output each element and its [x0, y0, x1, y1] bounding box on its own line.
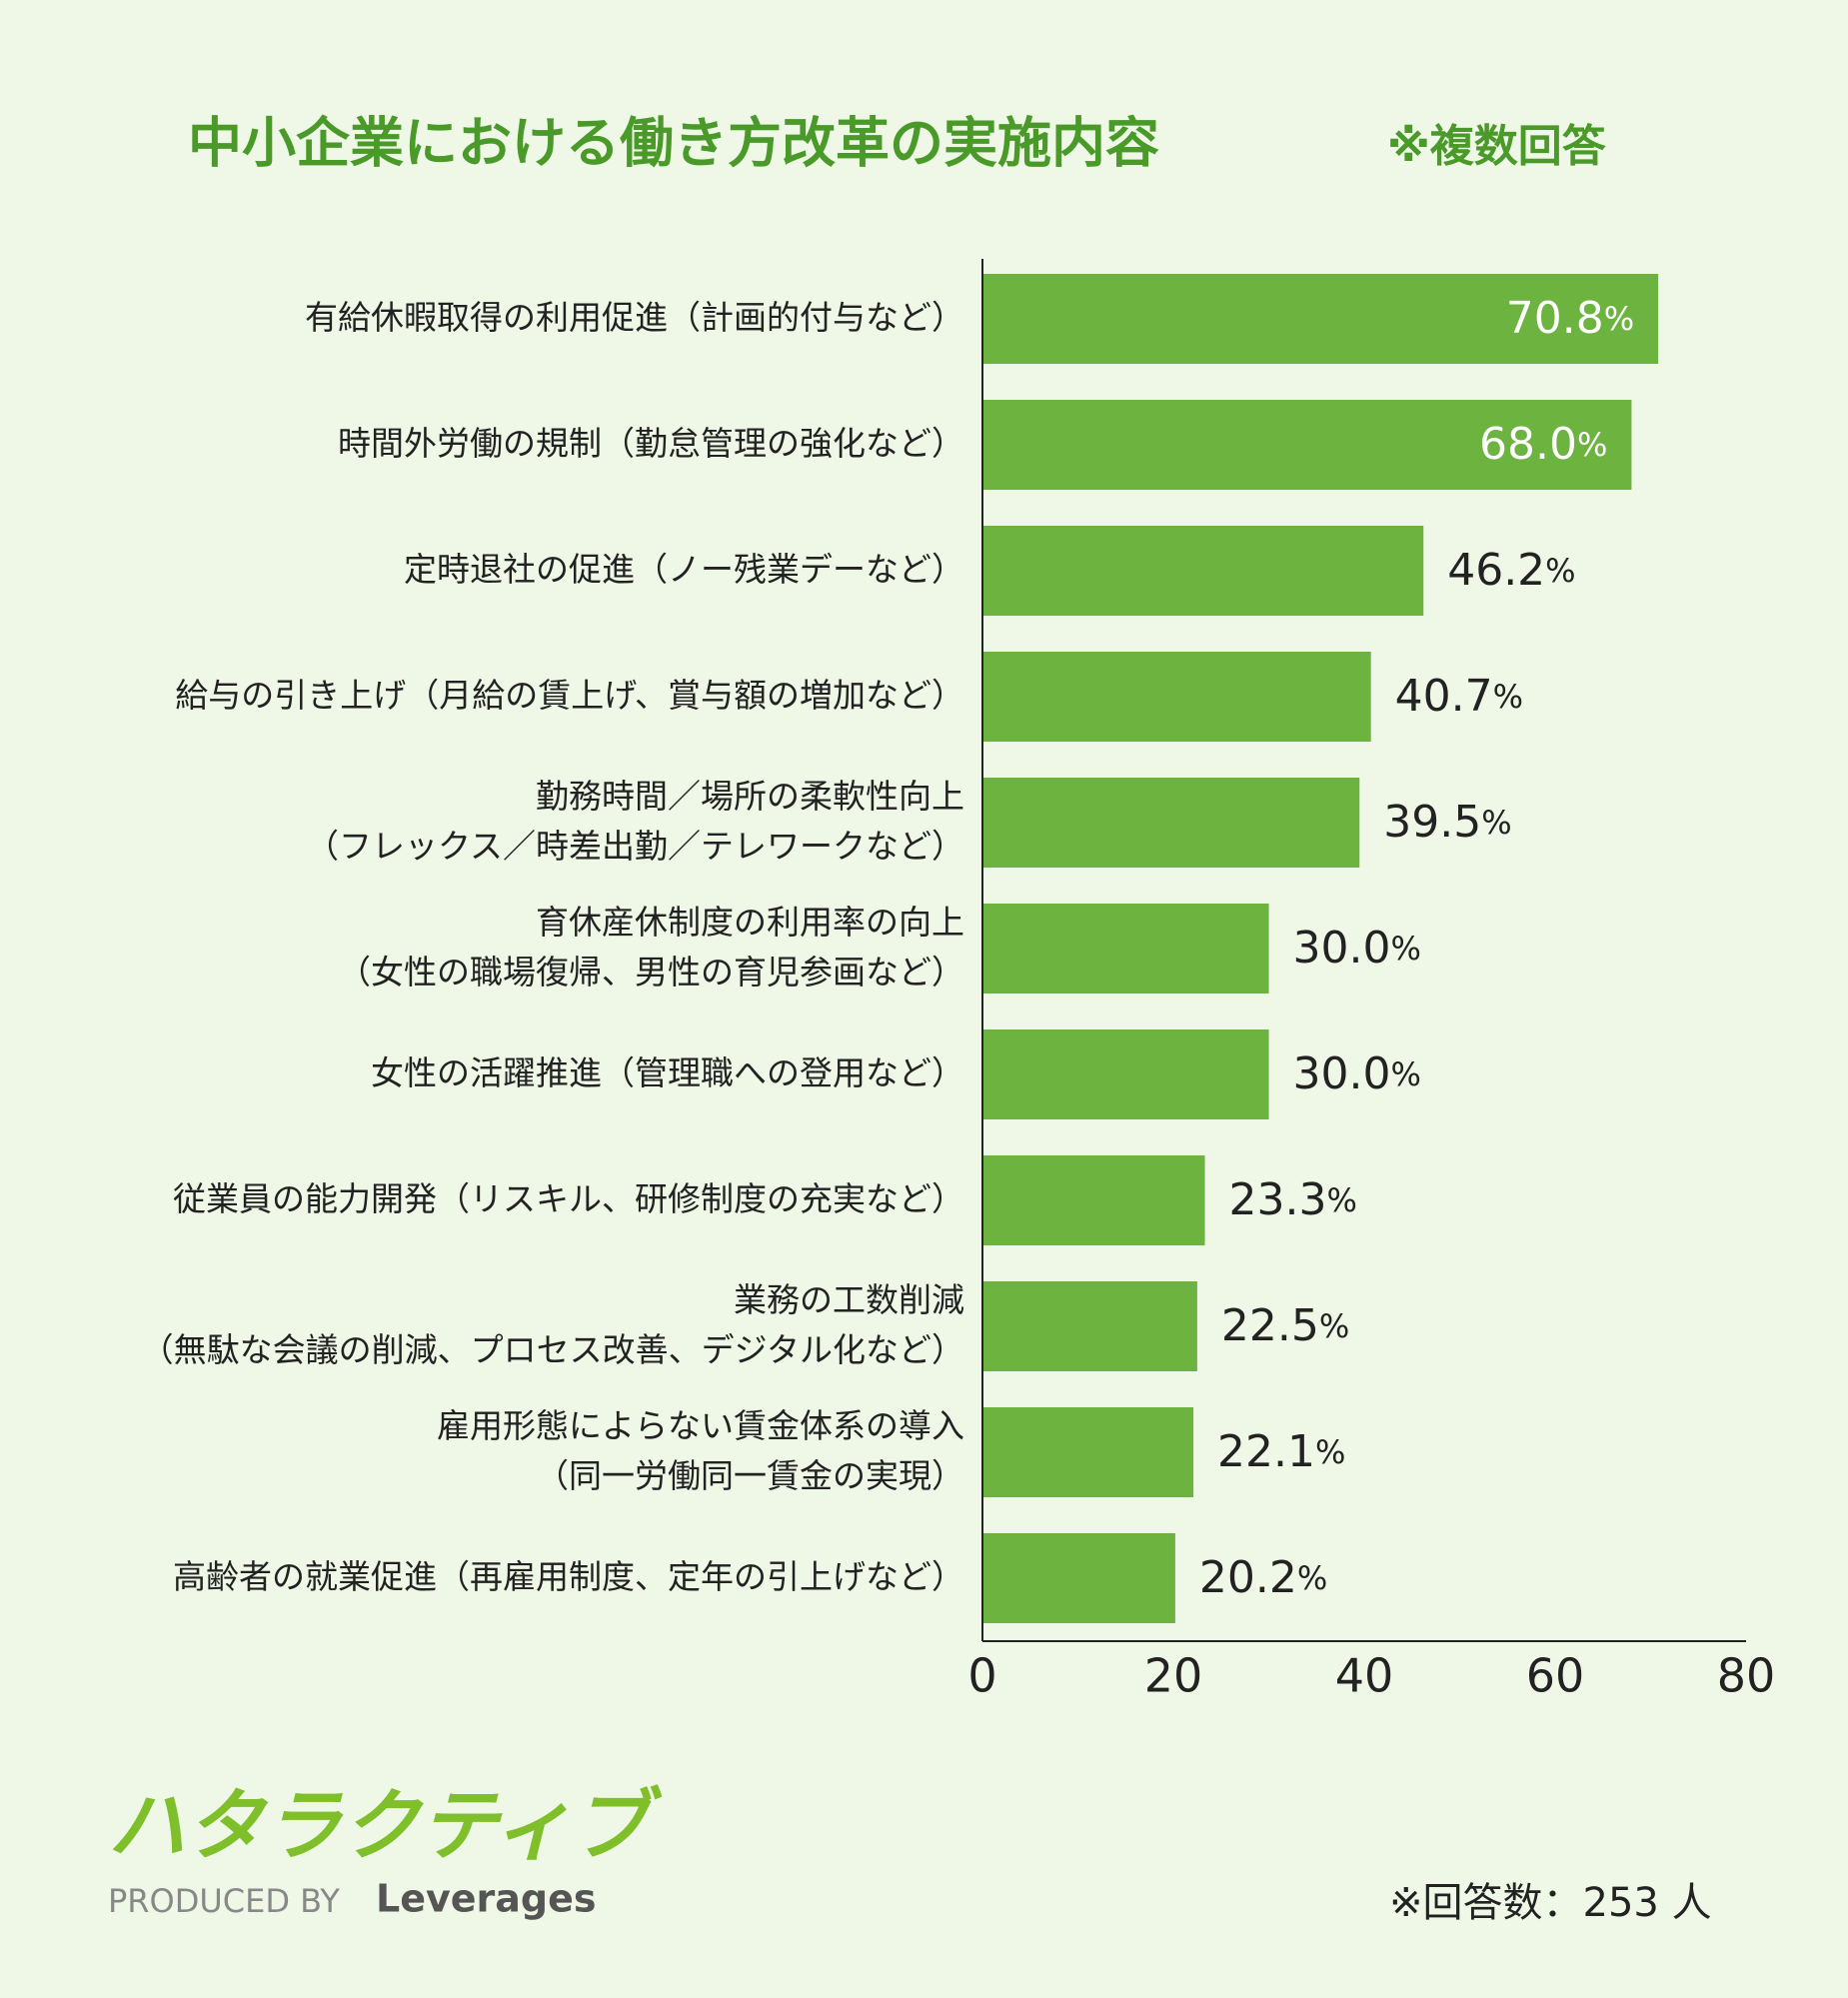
x-tick-label: 80: [1717, 1649, 1776, 1703]
y-tick-label: 給与の引き上げ（月給の賃上げ、賞与額の増加など）: [175, 676, 964, 715]
y-tick-label: 勤務時間／場所の柔軟性向上（フレックス／時差出勤／テレワークなど）: [306, 777, 964, 866]
x-tick-label: 60: [1526, 1649, 1585, 1703]
x-tick-label: 20: [1144, 1649, 1203, 1703]
y-tick-label: 有給休暇取得の利用促進（計画的付与など）: [305, 298, 964, 337]
value-label: 70.8%: [1506, 293, 1634, 344]
y-tick-label: 雇用形態によらない賃金体系の導入（同一労働同一賃金の実現）: [437, 1406, 964, 1495]
bar: [982, 274, 1659, 364]
value-label: 22.1%: [1217, 1426, 1345, 1477]
value-label: 23.3%: [1229, 1174, 1357, 1225]
chart-subtitle: ※複数回答: [1387, 121, 1607, 172]
value-label: 22.5%: [1221, 1300, 1349, 1351]
y-tick-label: 従業員の能力開発（リスキル、研修制度の充実など）: [173, 1179, 964, 1218]
produced-by: PRODUCED BY: [108, 1882, 340, 1920]
bar: [982, 1155, 1205, 1245]
value-label: 46.2%: [1447, 545, 1575, 596]
y-tick-label: 育休産休制度の利用率の向上（女性の職場復帰、男性の育児参画など）: [338, 903, 964, 992]
value-label: 30.0%: [1293, 1048, 1421, 1099]
value-label: 39.5%: [1383, 797, 1511, 848]
note: ※回答数：253 人: [1389, 1880, 1712, 1926]
value-label: 40.7%: [1395, 671, 1523, 722]
chart-title: 中小企業における働き方改革の実施内容: [188, 112, 1159, 175]
bar: [982, 778, 1360, 868]
bar: [982, 526, 1424, 616]
x-tick-label: 0: [967, 1649, 996, 1703]
bar: [982, 400, 1632, 490]
bar: [982, 652, 1371, 742]
y-tick-label: 高齢者の就業促進（再雇用制度、定年の引上げなど）: [173, 1557, 964, 1596]
bar: [982, 1029, 1269, 1119]
logo: ハタラクティブ: [108, 1781, 662, 1871]
bar: [982, 1533, 1175, 1623]
brand: Leverages: [376, 1877, 597, 1921]
y-tick-label: 定時退社の促進（ノー残業デーなど）: [404, 550, 964, 589]
y-tick-label: 女性の活躍推進（管理職への登用など）: [371, 1053, 964, 1092]
y-tick-label: 時間外労働の規制（勤怠管理の強化など）: [338, 424, 964, 463]
bar: [982, 904, 1269, 994]
bar: [982, 1407, 1194, 1497]
x-tick-label: 40: [1335, 1649, 1394, 1703]
value-label: 68.0%: [1479, 419, 1607, 470]
y-tick-label: 業務の工数削減（無駄な会議の削減、プロセス改善、デジタル化など）: [141, 1280, 964, 1369]
value-label: 30.0%: [1293, 923, 1421, 974]
bar: [982, 1281, 1197, 1371]
value-label: 20.2%: [1199, 1552, 1327, 1603]
